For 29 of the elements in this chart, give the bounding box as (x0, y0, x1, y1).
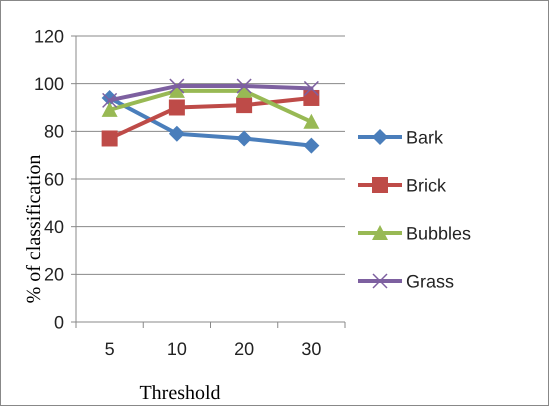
y-axis-title: % of classification (23, 154, 45, 304)
legend-label: Grass (406, 271, 454, 292)
point (102, 130, 118, 146)
point (236, 130, 252, 146)
point (304, 80, 320, 96)
point (303, 138, 320, 154)
point (303, 114, 320, 129)
point (236, 97, 252, 114)
point (169, 78, 185, 94)
legend-label: Bubbles (406, 223, 472, 244)
x-axis-title: Threshold (139, 382, 221, 404)
point (102, 102, 118, 117)
x-tick-label: 10 (166, 339, 187, 359)
y-tick-label: 100 (34, 74, 64, 94)
y-tick-label: 20 (44, 264, 64, 285)
y-tick-label: 60 (44, 169, 64, 190)
point (102, 92, 118, 108)
x-tick-label: 5 (104, 339, 115, 359)
x-tick-label: 20 (234, 339, 254, 359)
y-tick-label: 120 (34, 26, 64, 46)
y-tick-label: 80 (44, 122, 64, 142)
x-tick-label: 30 (301, 339, 322, 359)
y-tick-label: 40 (44, 216, 64, 237)
point (168, 126, 185, 142)
legend-label: Bark (406, 127, 444, 148)
point (236, 78, 252, 94)
point (168, 100, 185, 116)
y-tick-label: 0 (54, 312, 64, 332)
legend-label: Brick (406, 175, 447, 196)
